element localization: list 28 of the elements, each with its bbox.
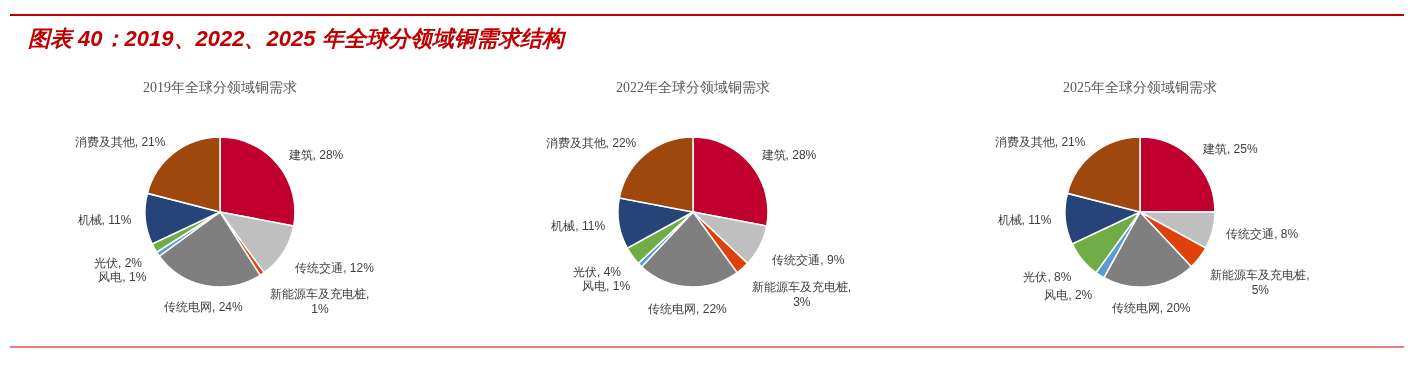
slice-label: 建筑, 28% [287,148,344,163]
slice-label: 传统电网, 24% [163,300,243,315]
slice-label: 光伏, 2% [93,255,143,270]
slice-label: 消费及其他, 22% [545,136,637,151]
slice-label: 光伏, 8% [1023,269,1072,284]
slice-label: 传统电网, 20% [1111,301,1191,316]
slice-label: 建筑, 25% [1201,142,1258,157]
slice-label: 机械, 11% [997,213,1052,228]
slice-label: 新能源车及充电桩, 3% [751,279,852,309]
slice-label: 传统交通, 12% [295,260,375,275]
slice-label: 光伏, 4% [572,265,622,280]
slice-label: 传统交通, 8% [1226,227,1299,242]
chart-title: 2022年全球分领域铜需求 [616,80,770,95]
slice-label: 新能源车及充电桩, 1% [270,286,370,316]
slice-label: 风电, 2% [1044,288,1093,303]
slice-label: 建筑, 28% [760,148,817,163]
slice-label: 传统电网, 22% [648,301,728,316]
chart-title: 2019年全球分领域铜需求 [143,80,297,95]
slice-label: 新能源车及充电桩, 5% [1210,267,1310,297]
text: 图表 40：2019、2022、2025 年全球分领域铜需求结构 [28,26,567,51]
slice-label: 消费及其他, 21% [994,134,1086,149]
slice-label: 机械, 11% [551,218,606,233]
slice-label: 消费及其他, 21% [74,134,166,149]
slice-label: 传统交通, 9% [772,253,845,268]
slice-label: 风电, 1% [582,279,631,294]
slice-label: 机械, 11% [77,213,132,228]
chart-title: 2025年全球分领域铜需求 [1063,80,1217,95]
slice-label: 风电, 1% [98,269,147,284]
